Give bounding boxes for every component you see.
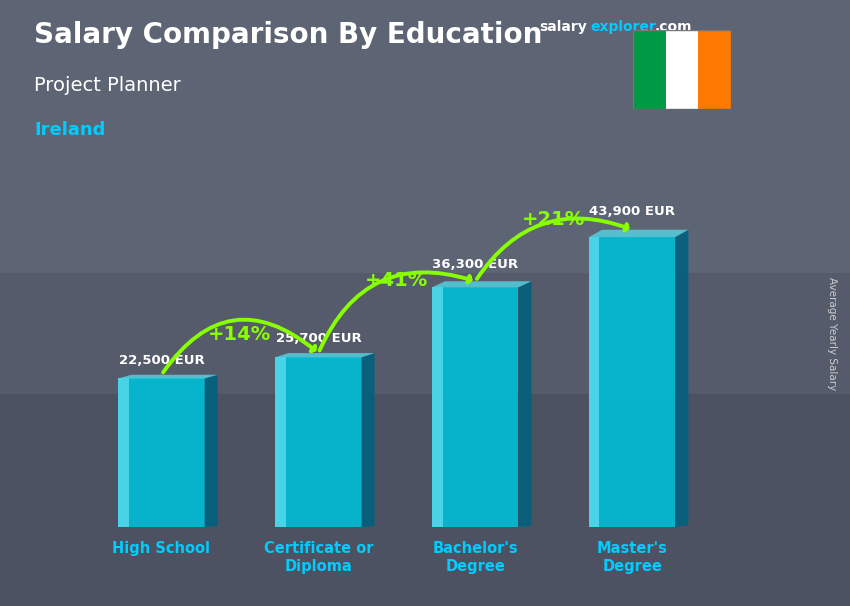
Text: +21%: +21%: [522, 210, 586, 228]
Text: .com: .com: [654, 20, 692, 34]
Text: Ireland: Ireland: [34, 121, 105, 139]
Polygon shape: [589, 237, 676, 527]
Polygon shape: [589, 237, 599, 527]
Polygon shape: [118, 379, 205, 527]
Text: +41%: +41%: [366, 271, 428, 290]
Polygon shape: [118, 379, 128, 527]
Text: 25,700 EUR: 25,700 EUR: [275, 332, 361, 345]
Text: 22,500 EUR: 22,500 EUR: [119, 354, 204, 367]
Polygon shape: [275, 358, 361, 527]
Polygon shape: [432, 287, 443, 527]
Bar: [0, 0, 850, 273]
Text: Salary Comparison By Education: Salary Comparison By Education: [34, 21, 542, 49]
Bar: [633, 30, 666, 109]
Polygon shape: [275, 358, 286, 527]
Polygon shape: [518, 281, 531, 527]
Text: +14%: +14%: [208, 325, 272, 344]
Text: 43,900 EUR: 43,900 EUR: [589, 205, 675, 218]
Polygon shape: [205, 375, 218, 527]
Bar: [666, 30, 699, 109]
Text: 36,300 EUR: 36,300 EUR: [433, 258, 518, 271]
Polygon shape: [118, 375, 218, 379]
Polygon shape: [361, 353, 375, 527]
Text: explorer: explorer: [591, 20, 656, 34]
Text: salary: salary: [540, 20, 587, 34]
Polygon shape: [676, 230, 688, 527]
Polygon shape: [432, 287, 518, 527]
Text: Project Planner: Project Planner: [34, 76, 181, 95]
Polygon shape: [432, 281, 531, 287]
Bar: [699, 30, 731, 109]
Bar: [0, 394, 850, 606]
Polygon shape: [275, 353, 375, 358]
Text: Average Yearly Salary: Average Yearly Salary: [827, 277, 837, 390]
Polygon shape: [589, 230, 688, 237]
